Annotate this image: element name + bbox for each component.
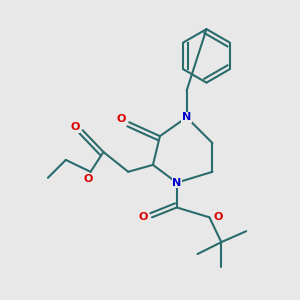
Text: N: N [182,112,191,122]
Text: O: O [214,212,223,222]
Text: O: O [70,122,80,132]
Text: N: N [172,178,182,188]
Text: O: O [117,114,126,124]
Text: O: O [138,212,148,222]
Text: O: O [84,174,93,184]
